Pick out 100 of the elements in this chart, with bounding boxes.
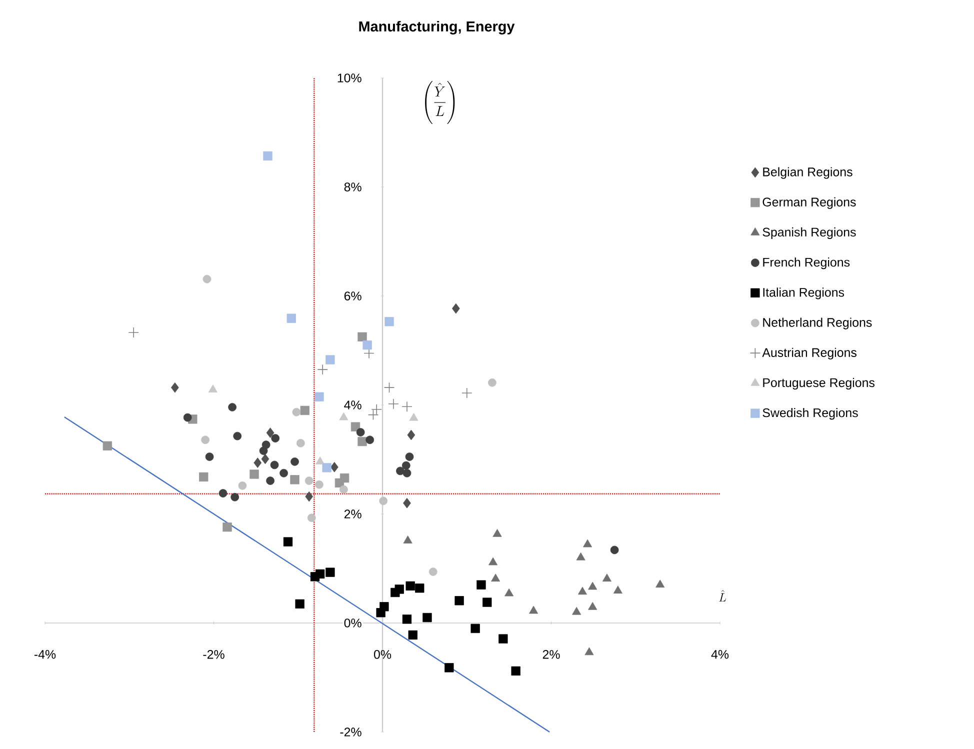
- point: [402, 468, 412, 478]
- point: [330, 462, 338, 472]
- point: [364, 348, 374, 359]
- point: [572, 606, 582, 615]
- point: [492, 528, 502, 537]
- point: [396, 466, 404, 476]
- point: [358, 332, 367, 342]
- point: [280, 468, 288, 478]
- y-tick-label: 6%: [344, 292, 362, 300]
- legend-label: German Regions: [762, 197, 856, 209]
- point: [230, 492, 240, 502]
- x-tick-label: 0%: [374, 650, 392, 659]
- point: [476, 580, 486, 590]
- point: [205, 452, 214, 461]
- point: [578, 586, 587, 595]
- point: [317, 364, 328, 375]
- point: [222, 522, 232, 532]
- point: [380, 602, 389, 612]
- point: [402, 614, 412, 624]
- point: [405, 452, 414, 461]
- point: [362, 340, 372, 350]
- point: [356, 428, 365, 436]
- point: [326, 355, 335, 364]
- point: [488, 378, 496, 387]
- point: [403, 536, 412, 544]
- point: [368, 409, 379, 420]
- point: [602, 574, 612, 582]
- point: [461, 388, 472, 398]
- point: [334, 478, 344, 488]
- legend-label: Italian Regions: [763, 288, 844, 300]
- point: [202, 274, 212, 284]
- point: [290, 475, 300, 484]
- point: [295, 599, 304, 609]
- point: [259, 446, 268, 455]
- point: [315, 569, 325, 579]
- y-tick-label: 0%: [344, 618, 362, 628]
- point: [584, 647, 594, 656]
- point: [444, 663, 454, 672]
- point: [340, 485, 348, 494]
- point: [588, 582, 598, 590]
- point: [218, 489, 228, 498]
- point: [428, 568, 438, 576]
- point: [296, 438, 305, 448]
- point: [307, 514, 316, 522]
- point: [314, 392, 324, 402]
- x-axis-title: $\hat{L}$: [719, 590, 726, 602]
- legend-label: Netherland Regions: [763, 318, 872, 330]
- point: [358, 436, 367, 446]
- point: [407, 430, 416, 440]
- legend-label: Spanish Regions: [762, 227, 856, 240]
- point: [402, 401, 412, 412]
- point: [254, 458, 262, 468]
- point: [263, 151, 272, 161]
- point: [315, 480, 324, 489]
- point: [292, 408, 301, 416]
- point: [610, 546, 619, 554]
- chart-title: Manufacturing, Energy: [359, 20, 515, 34]
- point: [261, 454, 270, 464]
- legend-label: Belgian Regions: [763, 167, 852, 179]
- y-axis-title: $\left(\frac{\hat{Y}}{L}\right)$: [425, 80, 455, 124]
- point: [316, 456, 325, 464]
- point: [270, 460, 279, 470]
- point: [171, 382, 179, 393]
- x-tick-label: -4%: [34, 650, 56, 659]
- point: [504, 588, 514, 596]
- point: [529, 606, 538, 614]
- point: [422, 612, 432, 622]
- y-tick-label: 4%: [344, 400, 362, 410]
- point: [102, 441, 112, 450]
- point: [384, 382, 395, 393]
- point: [366, 436, 374, 444]
- point: [322, 463, 332, 472]
- point: [233, 432, 242, 440]
- point: [201, 436, 210, 444]
- point: [511, 666, 520, 676]
- point: [371, 404, 382, 415]
- point: [406, 581, 415, 591]
- point: [250, 470, 259, 479]
- y-tick-label: 2%: [344, 510, 362, 518]
- point: [613, 586, 622, 594]
- point: [408, 630, 418, 640]
- point: [379, 496, 388, 506]
- point: [384, 317, 394, 326]
- legend-label: Swedish Regions: [762, 408, 858, 420]
- y-tick-label: 8%: [344, 182, 362, 192]
- point: [326, 568, 335, 577]
- point: [588, 602, 598, 610]
- point: [388, 398, 399, 410]
- point: [300, 406, 310, 416]
- point: [415, 584, 424, 593]
- legend-label: Austrian Regions: [762, 348, 857, 360]
- point: [304, 476, 314, 485]
- point: [402, 461, 410, 470]
- point: [403, 498, 411, 508]
- point: [305, 491, 314, 502]
- x-tick-label: 4%: [711, 650, 729, 659]
- point: [339, 412, 348, 420]
- point: [183, 413, 192, 422]
- point: [128, 327, 139, 338]
- point: [266, 476, 274, 485]
